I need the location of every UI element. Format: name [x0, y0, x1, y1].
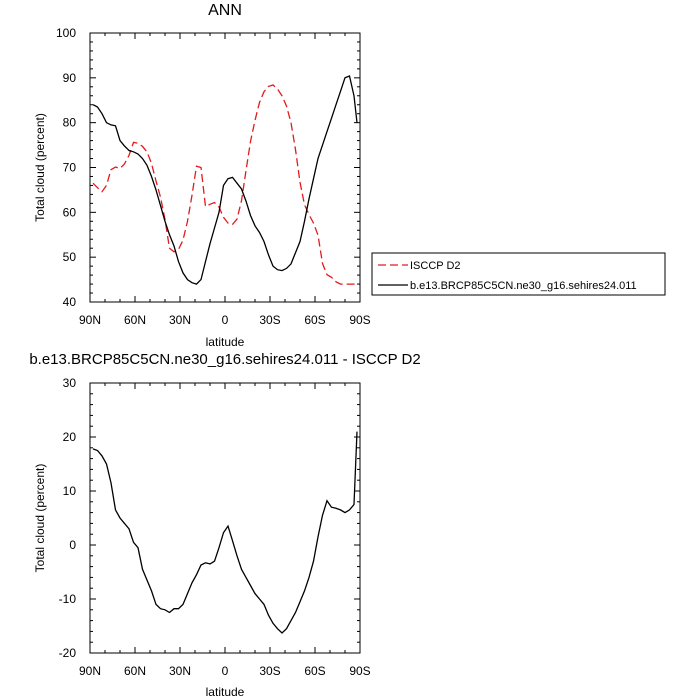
- y-tick-label: -10: [59, 592, 77, 606]
- chart-difference-total-cloud: b.e13.BRCP85C5CN.ne30_g16.sehires24.011 …: [29, 351, 420, 699]
- x-tick-label: 0: [222, 313, 229, 327]
- x-tick-label: 60N: [124, 664, 146, 678]
- legend-label-1: b.e13.BRCP85C5CN.ne30_g16.sehires24.011: [410, 280, 637, 292]
- x-axis-label: latitude: [206, 335, 245, 349]
- y-tick-label: -20: [59, 646, 77, 660]
- x-tick-label: 30S: [259, 664, 280, 678]
- y-tick-label: 30: [63, 376, 77, 390]
- y-tick-label: 60: [63, 205, 77, 219]
- chart-title: ANN: [208, 2, 242, 19]
- y-tick-label: 50: [63, 250, 77, 264]
- chart-annual-total-cloud: ANN 90N 60N 30N 0 30S 60S 90S 40 50 60 70 80 90 100 lat…: [33, 2, 666, 349]
- legend: ISCCP D2 b.e13.BRCP85C5CN.ne30_g16.sehire…: [371, 252, 666, 296]
- x-tick-label: 30N: [169, 313, 191, 327]
- y-tick-label: 80: [63, 116, 77, 130]
- legend-box: [371, 252, 666, 296]
- x-tick-label: 90S: [349, 313, 370, 327]
- y-tick-label: 100: [56, 26, 76, 40]
- legend-label-0: ISCCP D2: [410, 260, 461, 272]
- y-tick-label: 20: [63, 430, 77, 444]
- series-line-0: [92, 84, 357, 285]
- y-axis-label: Total cloud (percent): [33, 464, 47, 573]
- x-tick-label: 60S: [304, 664, 325, 678]
- y-tick-label: 0: [69, 538, 76, 552]
- x-tick-label: 60S: [304, 313, 325, 327]
- y-axis-label: Total cloud (percent): [33, 113, 47, 222]
- plot-frame: [89, 32, 361, 303]
- x-tick-label: 90N: [79, 664, 101, 678]
- x-axis-label: latitude: [206, 685, 245, 699]
- x-tick-label: 60N: [124, 313, 146, 327]
- x-tick-label: 90N: [79, 313, 101, 327]
- plot-frame: [89, 382, 361, 654]
- x-tick-label: 90S: [349, 664, 370, 678]
- series-line-1: [92, 75, 358, 285]
- x-tick-label: 30N: [169, 664, 191, 678]
- chart-title: b.e13.BRCP85C5CN.ne30_g16.sehires24.011 …: [29, 351, 420, 368]
- y-tick-label: 90: [63, 71, 77, 85]
- x-tick-label: 30S: [259, 313, 280, 327]
- y-tick-label: 70: [63, 161, 77, 175]
- series-line-0: [92, 431, 358, 634]
- y-tick-label: 10: [63, 484, 77, 498]
- x-tick-label: 0: [222, 664, 229, 678]
- y-tick-label: 40: [63, 295, 77, 309]
